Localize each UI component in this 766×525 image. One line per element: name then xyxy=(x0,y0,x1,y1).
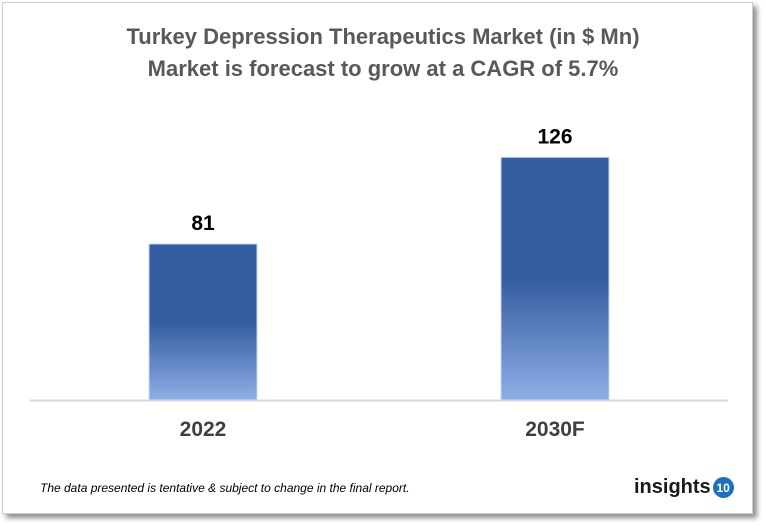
chart-card xyxy=(2,2,753,514)
x-tick-label: 2022 xyxy=(180,418,227,441)
bar-2030F xyxy=(500,156,610,401)
insights10-logo: insights 10 xyxy=(634,476,734,499)
x-tick-label: 2030F xyxy=(525,418,585,441)
data-label: 81 xyxy=(191,212,215,235)
chart-title: Turkey Depression Therapeutics Market (i… xyxy=(126,24,640,49)
footer-note: The data presented is tentative & subjec… xyxy=(40,481,410,495)
chart-subtitle: Market is forecast to grow at a CAGR of … xyxy=(147,56,619,81)
bar-2022 xyxy=(148,243,258,401)
data-label: 126 xyxy=(537,125,572,148)
logo-text: insights xyxy=(634,476,711,498)
logo-number: 10 xyxy=(712,477,734,498)
